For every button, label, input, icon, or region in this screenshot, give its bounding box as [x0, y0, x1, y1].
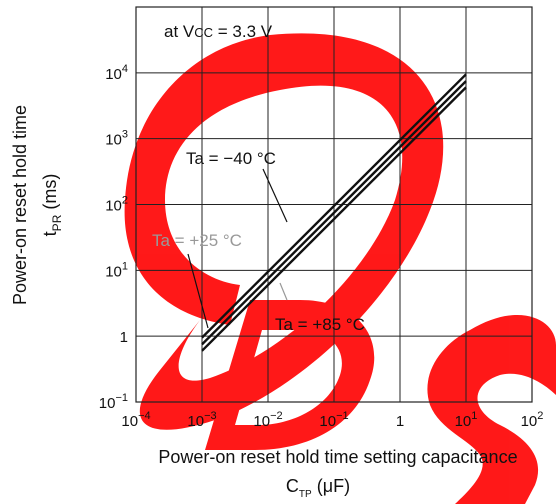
x-tick-label-3: 10−1	[319, 410, 348, 430]
condition-text: at VCC = 3.3 V	[164, 22, 273, 41]
x-tick-label-2: 10−2	[253, 410, 282, 430]
leader-ta-plus85	[279, 282, 288, 301]
x-tick-label-6: 102	[521, 410, 544, 430]
series-lines	[201, 73, 467, 352]
x-tick-label-1: 10−3	[187, 410, 216, 430]
x-tick-label-4: 1	[396, 413, 404, 430]
y-tick-labels: 10−1 1 101 102 103 104	[99, 63, 128, 412]
y-tick-label-1: 1	[120, 329, 128, 346]
y-tick-label-4: 103	[105, 129, 128, 149]
series-line-0	[201, 73, 467, 339]
y-axis-label-line2: tPR (ms)	[40, 174, 64, 237]
watermark-letter-left	[205, 300, 375, 450]
series-line-1	[201, 80, 467, 346]
x-tick-labels: 10−4 10−3 10−2 10−1 1 101 102	[121, 410, 543, 430]
x-tick-label-0: 10−4	[121, 410, 150, 430]
leader-ta-minus40	[262, 168, 288, 223]
watermark-logo	[124, 33, 556, 504]
x-axis-label-line1: Power-on reset hold time setting capacit…	[158, 447, 517, 467]
series-line-2	[201, 86, 467, 352]
y-axis-label-line1: Power-on reset hold time	[10, 105, 30, 305]
y-tick-label-3: 102	[105, 195, 128, 215]
annotation-ta-plus25: Ta = +25 °C	[152, 231, 242, 250]
leader-ta-plus25	[187, 253, 209, 329]
x-axis-label-line2: CTP (μF)	[286, 476, 350, 500]
annotation-ta-minus40: Ta = −40 °C	[186, 149, 276, 168]
annotation-ta-plus85: Ta = +85 °C	[275, 315, 365, 334]
x-tick-label-5: 101	[455, 410, 478, 430]
y-tick-label-5: 104	[105, 63, 128, 83]
y-tick-label-2: 101	[105, 260, 128, 280]
watermark-letter-right	[427, 314, 556, 504]
y-tick-label-0: 10−1	[99, 392, 128, 412]
